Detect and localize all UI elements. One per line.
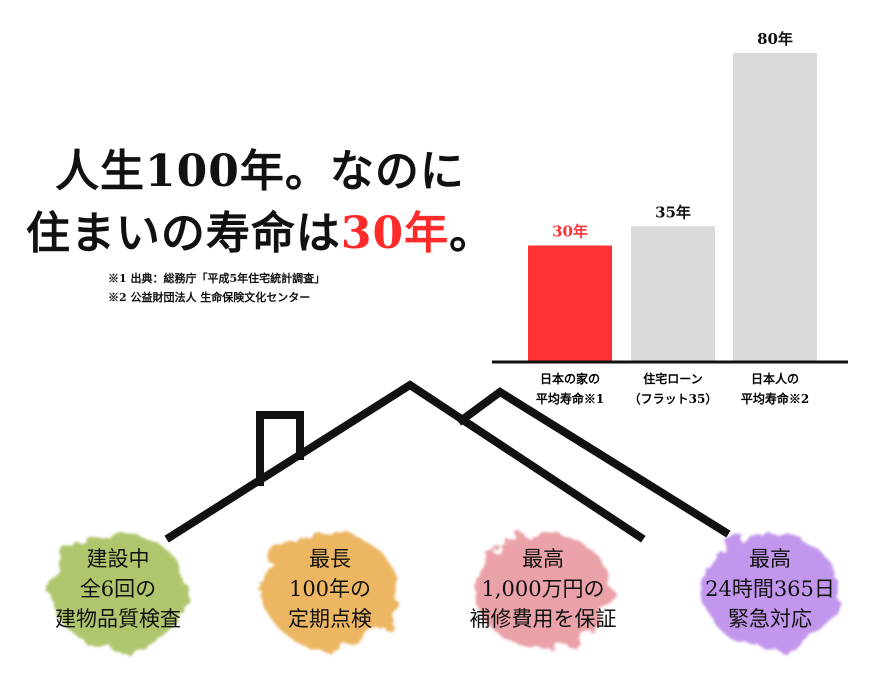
headline-line-2: 住まいの寿命は30年。 — [0, 212, 520, 256]
feature-3-line-1: 最高 — [522, 547, 564, 571]
feature-1-line-1: 建設中 — [86, 547, 150, 571]
chart-category-label-3-line-2: 平均寿命※2 — [741, 391, 809, 406]
chart-bar-2 — [631, 226, 715, 361]
feature-blob-1 — [50, 532, 186, 648]
chart-category-label-3-line-1: 日本人の — [751, 371, 799, 386]
feature-4: 最高 24時間365日 緊急対応 — [680, 544, 860, 634]
chart-value-label-1: 30年 — [552, 223, 588, 241]
feature-blob-3 — [475, 532, 611, 648]
chart-bars: 30年 35年 80年 — [528, 30, 817, 361]
feature-4-line-3: 緊急対応 — [728, 607, 812, 631]
feature-4-line-1: 最高 — [749, 547, 791, 571]
feature-3: 最高 1,000万円の 補修費用を保証 — [453, 544, 633, 634]
feature-2-line-3: 定期点検 — [288, 607, 372, 631]
feature-4-line-2: 24時間365日 — [705, 577, 835, 601]
headline-line-1: 人生100年。なのに — [55, 146, 465, 197]
footnote-1: ※1 出典：総務庁「平成5年住宅統計調査」 — [108, 272, 326, 285]
chart-category-label-1-line-1: 日本の家の — [540, 371, 600, 386]
footnote-2: ※2 公益財団法人 生命保険文化センター — [108, 291, 311, 304]
chart-value-label-2: 35年 — [655, 203, 691, 221]
feature-2: 最長 100年の定期点検 — [240, 544, 420, 634]
chart-category-label-2-line-1: 住宅ローン — [643, 371, 702, 386]
feature-1-line-3: 建物品質検査 — [55, 607, 181, 631]
house-outline-illustration — [164, 380, 731, 543]
headline-line-2-prefix: 住まいの寿命は — [25, 208, 341, 259]
feature-blob-4 — [702, 532, 838, 648]
headline-highlight: 30年 — [340, 208, 450, 259]
feature-1-line-2: 全6回の — [79, 577, 157, 601]
chart-bar-3 — [733, 53, 817, 361]
chart-category-label-2-line-2: （フラット35） — [629, 391, 718, 406]
feature-3-line-2: 1,000万円の — [481, 577, 605, 601]
headline-line-2-suffix: 。 — [449, 208, 495, 259]
chart-bar-1 — [528, 245, 612, 361]
feature-backgrounds — [50, 532, 838, 648]
chart-value-label-3: 80年 — [757, 30, 793, 48]
feature-2-line-1: 最長 — [309, 547, 351, 571]
feature-2-line-2: 100年の — [288, 577, 372, 601]
chart-category-label-1-line-2: 平均寿命※1 — [536, 391, 604, 406]
feature-1: 建設中全6回の建物品質検査 — [28, 544, 208, 634]
feature-3-line-3: 補修費用を保証 — [469, 607, 617, 631]
feature-blob-2 — [262, 532, 398, 648]
